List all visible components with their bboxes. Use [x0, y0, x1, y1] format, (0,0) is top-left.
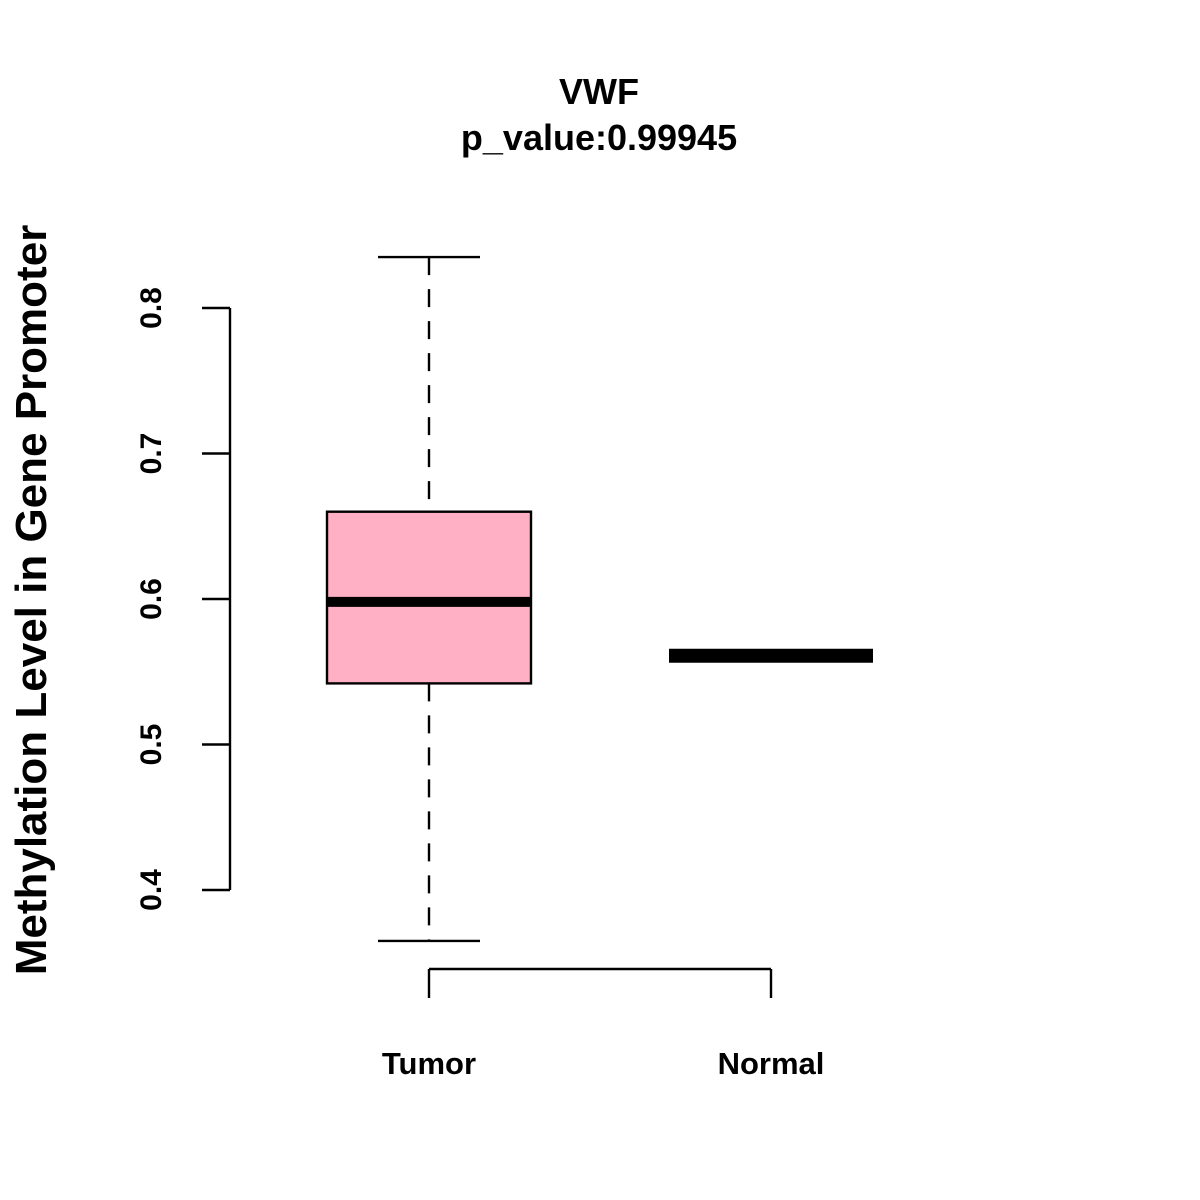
- chart-subtitle: p_value:0.99945: [461, 117, 737, 158]
- x-axis: Tumor Normal: [382, 967, 825, 1081]
- y-axis: 0.4 0.5 0.6 0.7 0.8: [135, 287, 232, 911]
- x-tick-label-normal: Normal: [718, 1046, 825, 1081]
- box-normal: [669, 648, 873, 663]
- y-tick-label: 0.5: [135, 724, 168, 766]
- y-tick-label: 0.7: [135, 433, 168, 475]
- x-tick-label-tumor: Tumor: [382, 1046, 476, 1081]
- y-tick-label: 0.4: [135, 869, 168, 911]
- y-tick-label: 0.6: [135, 578, 168, 620]
- box-tumor: [325, 255, 533, 943]
- boxes: [325, 255, 873, 943]
- y-axis-label: Methylation Level in Gene Promoter: [7, 225, 56, 976]
- y-tick-label: 0.8: [135, 287, 168, 329]
- median-line: [669, 648, 873, 663]
- chart-title: VWF: [559, 71, 639, 112]
